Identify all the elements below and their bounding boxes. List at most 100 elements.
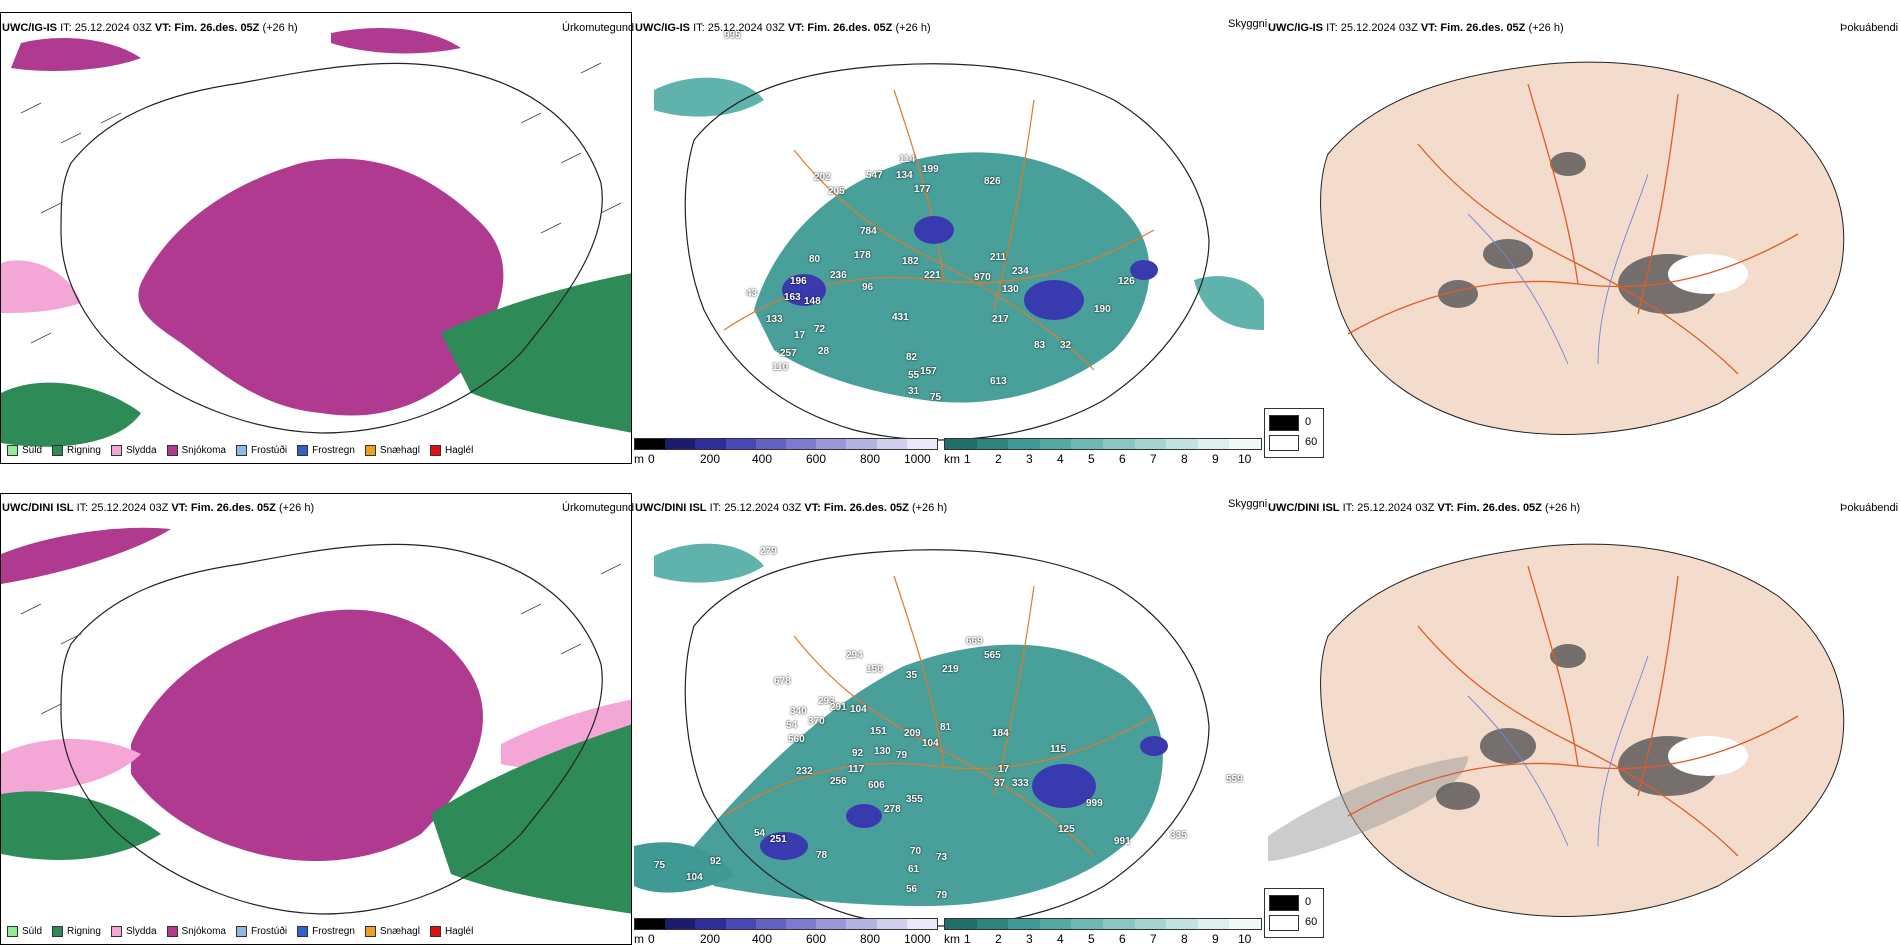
ceiling-label: 177 bbox=[914, 184, 931, 195]
ceiling-label: 178 bbox=[854, 250, 871, 261]
legend-freezing-drizzle: Frostúði bbox=[235, 445, 287, 456]
ceiling-label: 54 bbox=[754, 828, 766, 839]
ceiling-label: 92 bbox=[710, 856, 722, 867]
legend-snow: Snjókoma bbox=[166, 926, 226, 937]
ceiling-label: 104 bbox=[850, 704, 867, 715]
ceiling-label: 81 bbox=[940, 722, 952, 733]
ceiling-label: 61 bbox=[908, 864, 920, 875]
ceiling-label: 125 bbox=[1058, 824, 1075, 835]
ceiling-label: 217 bbox=[992, 314, 1009, 325]
fog-legend-bottom: 0 60 bbox=[1264, 888, 1324, 938]
ceiling-label: 293 bbox=[818, 696, 835, 707]
ceiling-label: 163 bbox=[784, 292, 801, 303]
precip-panel-top: Súld Rigning Slydda Snjókoma Frostúði Fr… bbox=[0, 12, 632, 464]
ceiling-label: 126 bbox=[1118, 276, 1135, 287]
cloud-panel-bottom: 279 669 565 294 156 219 678 35 293 340 2… bbox=[634, 516, 1264, 940]
ceiling-label: 83 bbox=[1034, 340, 1046, 351]
fog-header-top: UWC/IG-IS IT: 25.12.2024 03Z VT: Fim. 26… bbox=[1268, 22, 1564, 34]
ceiling-label: 199 bbox=[922, 164, 939, 175]
ceiling-label: 784 bbox=[860, 226, 877, 237]
ceiling-label: 294 bbox=[846, 650, 863, 661]
precip-map-top bbox=[1, 28, 631, 447]
precip-title-top: Úrkomutegund bbox=[562, 22, 635, 34]
ceiling-label: 291 bbox=[830, 702, 847, 713]
ceiling-label: 75 bbox=[930, 392, 942, 403]
precip-map-bottom bbox=[1, 527, 631, 915]
ceiling-label: 211 bbox=[990, 252, 1007, 263]
ceiling-label: 104 bbox=[686, 872, 703, 883]
cloud-title-top: Skyggni bbox=[1228, 18, 1268, 30]
legend-drizzle: Súld bbox=[7, 926, 42, 937]
fog-panel-bottom bbox=[1268, 516, 1900, 936]
ceiling-label: 92 bbox=[852, 748, 864, 759]
ceiling-label: 130 bbox=[1002, 284, 1019, 295]
ceiling-label: 236 bbox=[830, 270, 847, 281]
ceiling-label: 110 bbox=[772, 362, 789, 373]
legend-sleet: Slydda bbox=[110, 926, 157, 937]
cloud-map-top bbox=[654, 63, 1264, 441]
legend-snow: Snjókoma bbox=[166, 445, 226, 456]
legend-freezing-rain: Frostregn bbox=[297, 926, 355, 937]
precip-header-bottom: UWC/DINI ISL IT: 25.12.2024 03Z VT: Fim.… bbox=[2, 502, 315, 514]
cloud-header-bottom: UWC/DINI ISL IT: 25.12.2024 03Z VT: Fim.… bbox=[635, 502, 948, 514]
visibility-ticks-bottom: km 1 2 3 4 5 6 7 8 9 10 bbox=[944, 932, 1252, 946]
ceiling-label: 340 bbox=[790, 706, 807, 717]
legend-snow-pellets: Snæhagl bbox=[364, 445, 420, 456]
ceiling-label: 37 bbox=[994, 778, 1006, 789]
ceiling-label: 251 bbox=[770, 834, 787, 845]
ceiling-label: 991 bbox=[1114, 836, 1131, 847]
ceiling-label: 232 bbox=[796, 766, 813, 777]
ceiling-label: 28 bbox=[818, 346, 830, 357]
ceiling-label: 43 bbox=[746, 288, 758, 299]
legend-drizzle: Súld bbox=[7, 445, 42, 456]
ceiling-label: 547 bbox=[866, 170, 883, 181]
precip-title-bottom: Úrkomutegund bbox=[562, 502, 635, 514]
ceiling-label: 96 bbox=[862, 282, 874, 293]
ceiling-label: 278 bbox=[884, 804, 901, 815]
ceiling-label: 115 bbox=[1050, 744, 1067, 755]
ceiling-label: 678 bbox=[774, 676, 791, 687]
visibility-colorbar-bottom bbox=[944, 918, 1262, 930]
ceiling-label: 17 bbox=[794, 330, 806, 341]
legend-rain: Rigning bbox=[52, 445, 101, 456]
legend-hail: Haglél bbox=[429, 926, 473, 937]
ceiling-label: 134 bbox=[896, 170, 913, 181]
ceiling-label: 35 bbox=[906, 670, 918, 681]
ceiling-label: 209 bbox=[904, 728, 921, 739]
ceiling-label: 157 bbox=[920, 366, 937, 377]
precip-legend-bottom: Súld Rigning Slydda Snjókoma Frostúði Fr… bbox=[7, 926, 473, 937]
ceiling-ticks-top: m 0 200 400 600 800 1000 bbox=[634, 452, 931, 466]
legend-rain: Rigning bbox=[52, 926, 101, 937]
ceiling-label: 82 bbox=[906, 352, 918, 363]
ceiling-label: 995 bbox=[724, 30, 741, 41]
ceiling-label: 184 bbox=[992, 728, 1009, 739]
ceiling-label: 182 bbox=[902, 256, 919, 267]
ceiling-label: 335 bbox=[1170, 830, 1187, 841]
ceiling-label: 205 bbox=[828, 186, 845, 197]
ceiling-label: 70 bbox=[910, 846, 922, 857]
ceiling-label: 559 bbox=[1226, 774, 1243, 785]
ceiling-label: 999 bbox=[1086, 798, 1103, 809]
fog-legend-top: 0 60 bbox=[1264, 408, 1324, 458]
ceiling-label: 219 bbox=[942, 664, 959, 675]
ceiling-label: 221 bbox=[924, 270, 941, 281]
ceiling-label: 234 bbox=[1012, 266, 1029, 277]
fog-map-top bbox=[1320, 61, 1845, 435]
ceiling-label: 355 bbox=[906, 794, 923, 805]
ceiling-label: 156 bbox=[866, 664, 883, 675]
ceiling-label: 78 bbox=[816, 850, 828, 861]
legend-freezing-drizzle: Frostúði bbox=[235, 926, 287, 937]
ceiling-label: 117 bbox=[848, 764, 865, 775]
ceiling-label: 431 bbox=[892, 312, 909, 323]
ceiling-label: 80 bbox=[809, 254, 821, 265]
ceiling-colorbar-bottom bbox=[634, 918, 938, 930]
ceiling-label: 114 bbox=[899, 154, 916, 165]
precip-legend-top: Súld Rigning Slydda Snjókoma Frostúði Fr… bbox=[7, 445, 473, 456]
ceiling-label: 148 bbox=[804, 296, 821, 307]
ceiling-label: 130 bbox=[874, 746, 891, 757]
cloud-map-bottom bbox=[634, 543, 1210, 927]
legend-freezing-rain: Frostregn bbox=[297, 445, 355, 456]
ceiling-label: 54 bbox=[786, 720, 798, 731]
ceiling-label: 560 bbox=[788, 734, 805, 745]
legend-hail: Haglél bbox=[429, 445, 473, 456]
